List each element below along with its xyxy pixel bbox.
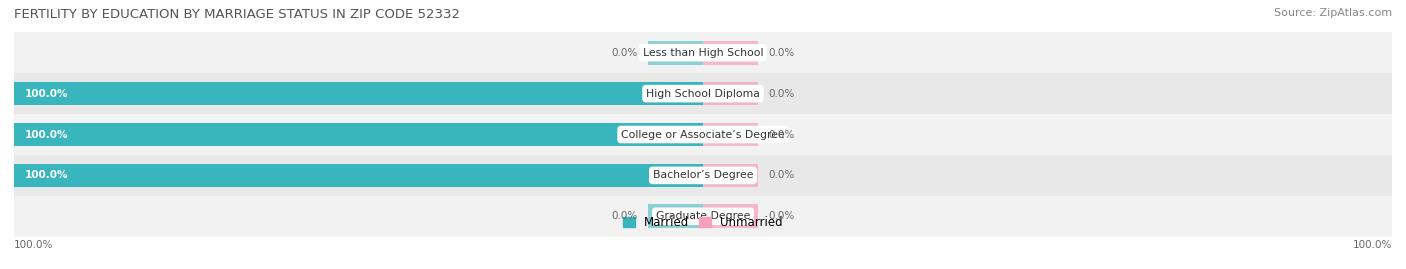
Bar (14, 155, 1392, 196)
Text: FERTILITY BY EDUCATION BY MARRIAGE STATUS IN ZIP CODE 52332: FERTILITY BY EDUCATION BY MARRIAGE STATU… (14, 8, 460, 21)
Bar (703, 164, 758, 187)
Text: Graduate Degree: Graduate Degree (655, 211, 751, 221)
Text: High School Diploma: High School Diploma (647, 89, 759, 99)
Bar (703, 204, 758, 228)
Text: 0.0%: 0.0% (769, 170, 794, 180)
Bar (648, 204, 703, 228)
Bar (14, 196, 1392, 237)
Bar (14, 32, 1392, 73)
Bar (703, 123, 758, 146)
Text: 100.0%: 100.0% (24, 89, 67, 99)
Text: Source: ZipAtlas.com: Source: ZipAtlas.com (1274, 8, 1392, 18)
Bar (14, 73, 1392, 114)
Text: 0.0%: 0.0% (769, 129, 794, 140)
Text: 0.0%: 0.0% (612, 48, 637, 58)
Text: 100.0%: 100.0% (24, 170, 67, 180)
Bar (648, 41, 703, 65)
Legend: Married, Unmarried: Married, Unmarried (619, 212, 787, 234)
Bar (14, 123, 703, 146)
Text: Less than High School: Less than High School (643, 48, 763, 58)
Text: 0.0%: 0.0% (769, 89, 794, 99)
Bar (14, 164, 703, 187)
Text: 0.0%: 0.0% (769, 211, 794, 221)
Bar (14, 114, 1392, 155)
Text: 100.0%: 100.0% (24, 129, 67, 140)
Text: 100.0%: 100.0% (14, 240, 53, 250)
Text: 100.0%: 100.0% (1353, 240, 1392, 250)
Text: 0.0%: 0.0% (769, 48, 794, 58)
Bar (703, 41, 758, 65)
Text: Bachelor’s Degree: Bachelor’s Degree (652, 170, 754, 180)
Text: College or Associate’s Degree: College or Associate’s Degree (621, 129, 785, 140)
Bar (14, 82, 703, 105)
Text: 0.0%: 0.0% (612, 211, 637, 221)
Bar (703, 82, 758, 105)
